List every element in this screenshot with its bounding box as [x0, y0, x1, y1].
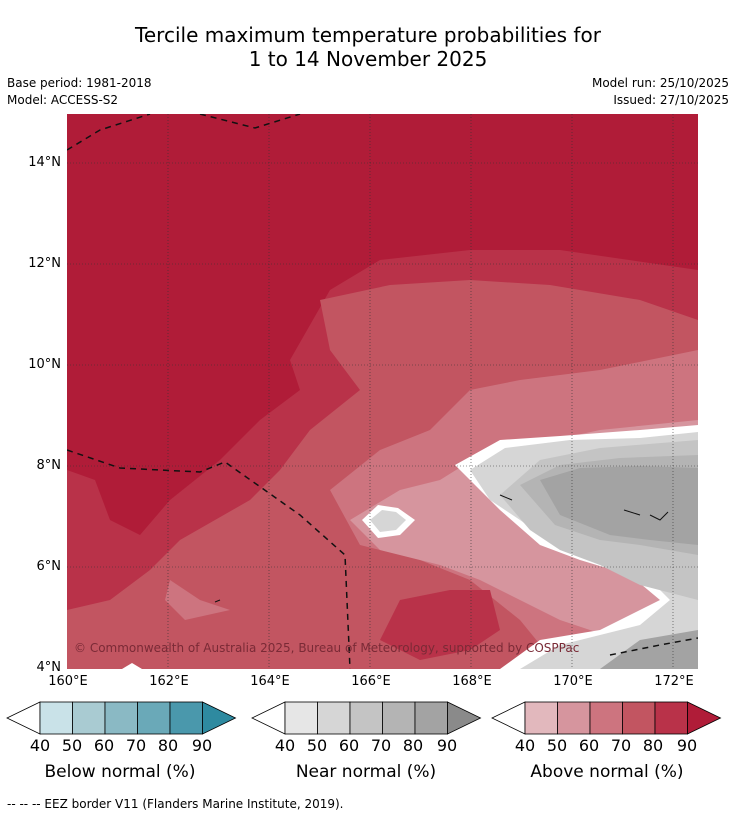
base-period-label: Base period: 1981-2018 [7, 76, 152, 90]
legend-above-over-arrow [687, 701, 722, 735]
legend-tick: 60 [93, 736, 115, 755]
legend-above-swatch [589, 701, 623, 735]
probability-field [67, 114, 698, 669]
legend-tick: 90 [436, 736, 458, 755]
legend-tick: 70 [125, 736, 147, 755]
legend-above-swatch [654, 701, 688, 735]
legend-above-title: Above normal (%) [530, 762, 684, 782]
gridlines [67, 114, 698, 669]
issued-label: Issued: 27/10/2025 [613, 93, 729, 107]
legend-tick: 90 [676, 736, 698, 755]
legend-tick: 50 [546, 736, 568, 755]
near-80-region-south [600, 630, 698, 669]
legend-tick: 50 [306, 736, 328, 755]
near-island-patch [370, 510, 406, 532]
y-tick-label: 6°N [36, 559, 62, 574]
legend-tick: 60 [338, 736, 360, 755]
above-60-region-south [165, 580, 230, 620]
legend-tick: 70 [610, 736, 632, 755]
legend-near-over-arrow [447, 701, 482, 735]
legend-below-swatch [72, 701, 106, 735]
model-label: Model: ACCESS-S2 [7, 93, 119, 107]
legend-below-under-arrow [6, 701, 41, 735]
x-tick-label: 160°E [48, 674, 88, 689]
legend-near-swatch [317, 701, 351, 735]
white-coast-patch [122, 663, 142, 669]
x-tick-label: 162°E [149, 674, 189, 689]
y-tick-label: 4°N [36, 660, 62, 675]
eez-borders [67, 114, 698, 669]
above-80-pocket [380, 590, 500, 660]
x-tick-label: 170°E [553, 674, 593, 689]
legend-near-swatch [349, 701, 383, 735]
legend-tick: 80 [157, 736, 179, 755]
legend-tick: 40 [29, 736, 51, 755]
legend-near-title: Near normal (%) [295, 762, 437, 782]
legend-tick: 70 [370, 736, 392, 755]
legend-tick: 90 [191, 736, 213, 755]
legend-below-over-arrow [202, 701, 237, 735]
legend-below-swatch [137, 701, 171, 735]
legend-tick: 40 [274, 736, 296, 755]
map-title-line1: Tercile maximum temperature probabilitie… [135, 23, 601, 47]
legend-above-swatch [557, 701, 591, 735]
y-tick-label: 10°N [28, 357, 61, 372]
legend-above-swatch [622, 701, 656, 735]
island-outlines [214, 494, 669, 603]
legend-near-swatch [284, 701, 318, 735]
legend-bars [6, 701, 722, 735]
map-title-line2: 1 to 14 November 2025 [248, 47, 488, 71]
legend-tick: 50 [61, 736, 83, 755]
legend-below-swatch [169, 701, 203, 735]
legend-below-swatch [39, 701, 73, 735]
legend-near-swatch [414, 701, 448, 735]
x-tick-label: 166°E [351, 674, 391, 689]
x-tick-label: 172°E [654, 674, 694, 689]
legend-below-title: Below normal (%) [44, 762, 196, 782]
x-tick-label: 164°E [250, 674, 290, 689]
legend-above-under-arrow [491, 701, 526, 735]
copyright-notice: © Commonwealth of Australia 2025, Bureau… [74, 641, 580, 655]
legend-near-under-arrow [251, 701, 286, 735]
near-80-region [540, 466, 698, 545]
x-tick-label: 168°E [452, 674, 492, 689]
eez-footnote: -- -- -- EEZ border V11 (Flanders Marine… [7, 797, 344, 811]
model-run-label: Model run: 25/10/2025 [591, 76, 729, 90]
legend-tick: 40 [514, 736, 536, 755]
legend-tick: 80 [642, 736, 664, 755]
y-tick-label: 12°N [28, 256, 61, 271]
legend-tick: 60 [578, 736, 600, 755]
legend-near-swatch [382, 701, 416, 735]
legend-below-swatch [104, 701, 138, 735]
legend-above-swatch [524, 701, 558, 735]
legend-tick: 80 [402, 736, 424, 755]
y-tick-label: 14°N [28, 155, 61, 170]
y-tick-label: 8°N [36, 458, 62, 473]
